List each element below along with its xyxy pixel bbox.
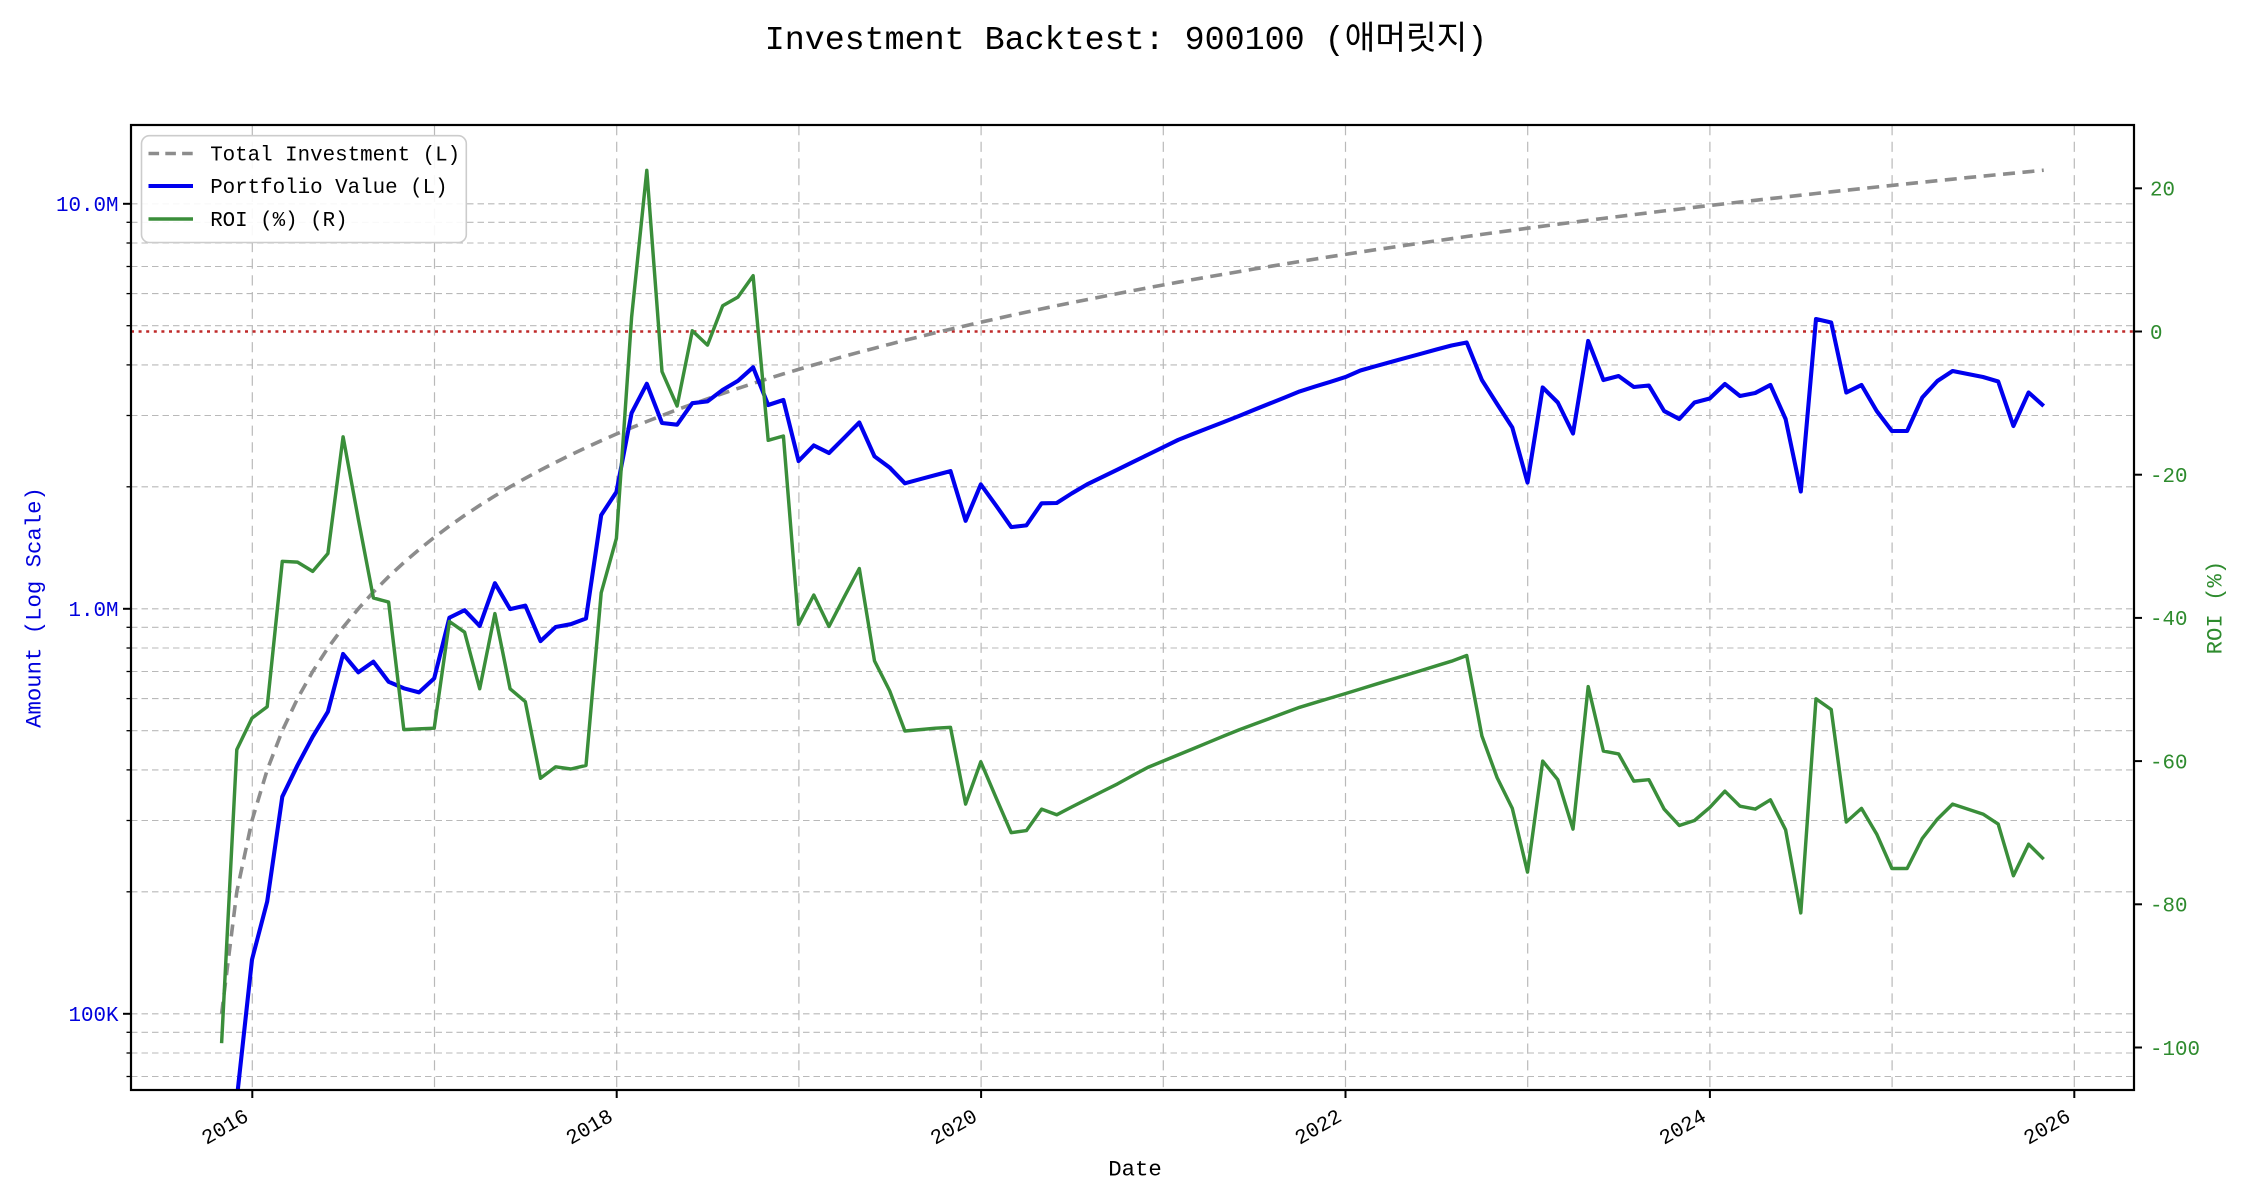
svg-text:100K: 100K <box>69 1005 119 1028</box>
svg-text:ROI (%): ROI (%) <box>2202 561 2228 655</box>
svg-text:20: 20 <box>2150 180 2175 203</box>
svg-text:-40: -40 <box>2150 609 2188 632</box>
svg-text:Date: Date <box>1108 1157 1162 1183</box>
svg-text:1.0M: 1.0M <box>69 600 119 623</box>
svg-text:-100: -100 <box>2150 1039 2200 1062</box>
svg-text:): ) <box>1467 22 1487 60</box>
svg-text:-20: -20 <box>2150 466 2188 489</box>
svg-text:Investment Backtest: 900100 (: Investment Backtest: 900100 ( <box>765 22 1345 60</box>
svg-text:-60: -60 <box>2150 752 2188 775</box>
svg-text:Portfolio Value (L): Portfolio Value (L) <box>210 177 447 200</box>
svg-text:-80: -80 <box>2150 896 2188 919</box>
svg-text:ROI (%) (R): ROI (%) (R) <box>210 210 348 233</box>
svg-text:0: 0 <box>2150 323 2163 346</box>
svg-text:Total Investment (L): Total Investment (L) <box>210 145 460 168</box>
svg-text:10.0M: 10.0M <box>56 195 119 218</box>
svg-text:Amount (Log Scale): Amount (Log Scale) <box>22 487 48 728</box>
